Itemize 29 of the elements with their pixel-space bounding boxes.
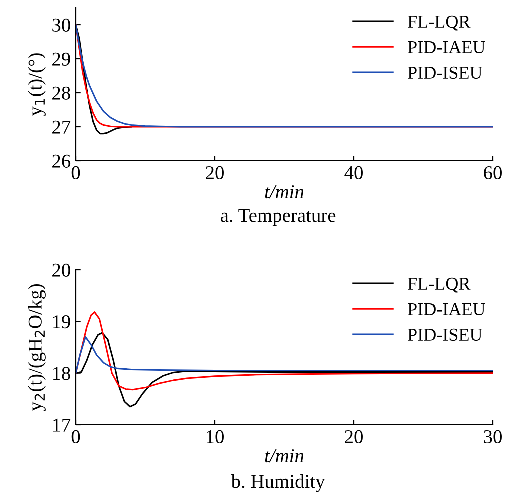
x-tick-label: 20 xyxy=(206,166,224,180)
y-tick-label: 28 xyxy=(52,86,70,100)
x-tick-label: 0 xyxy=(72,430,80,444)
x-axis-title: t/min xyxy=(265,450,304,463)
x-tick-label: 60 xyxy=(484,166,502,180)
y-tick-label: 18 xyxy=(53,367,70,380)
x-tick-label: 20 xyxy=(345,430,363,444)
y-tick-label: 17 xyxy=(53,418,71,432)
x-tick-label: 10 xyxy=(206,430,224,444)
x-tick-label: 40 xyxy=(344,166,363,180)
y-tick-label: 19 xyxy=(53,316,70,329)
legend-label: PID-IAEU xyxy=(408,41,486,54)
y-tick-label: 26 xyxy=(52,154,71,168)
y-tick-label: 30 xyxy=(52,18,70,32)
legend-label: PID-IAEU xyxy=(408,303,486,316)
y-axis-title: y$_{2}$(t)/(gH$_{2}$O/kg) xyxy=(28,284,46,412)
legend-label: PID-ISEU xyxy=(408,66,482,80)
text: b. Humidity xyxy=(231,474,326,492)
legend-label: PID-ISEU xyxy=(408,328,482,342)
x-axis-title: t/min xyxy=(265,186,304,199)
text: a. Temperature xyxy=(220,209,336,226)
legend-label: FL-LQR xyxy=(408,278,471,293)
y-tick-label: 29 xyxy=(52,52,70,66)
y-tick-label: 20 xyxy=(52,264,70,277)
y-axis-title: y$_{1}$(t)/(°) xyxy=(28,54,46,116)
legend-label: FL-LQR xyxy=(408,16,471,31)
x-tick-label: 30 xyxy=(484,430,502,444)
x-tick-label: 0 xyxy=(72,166,80,180)
y-tick-label: 27 xyxy=(52,120,71,134)
